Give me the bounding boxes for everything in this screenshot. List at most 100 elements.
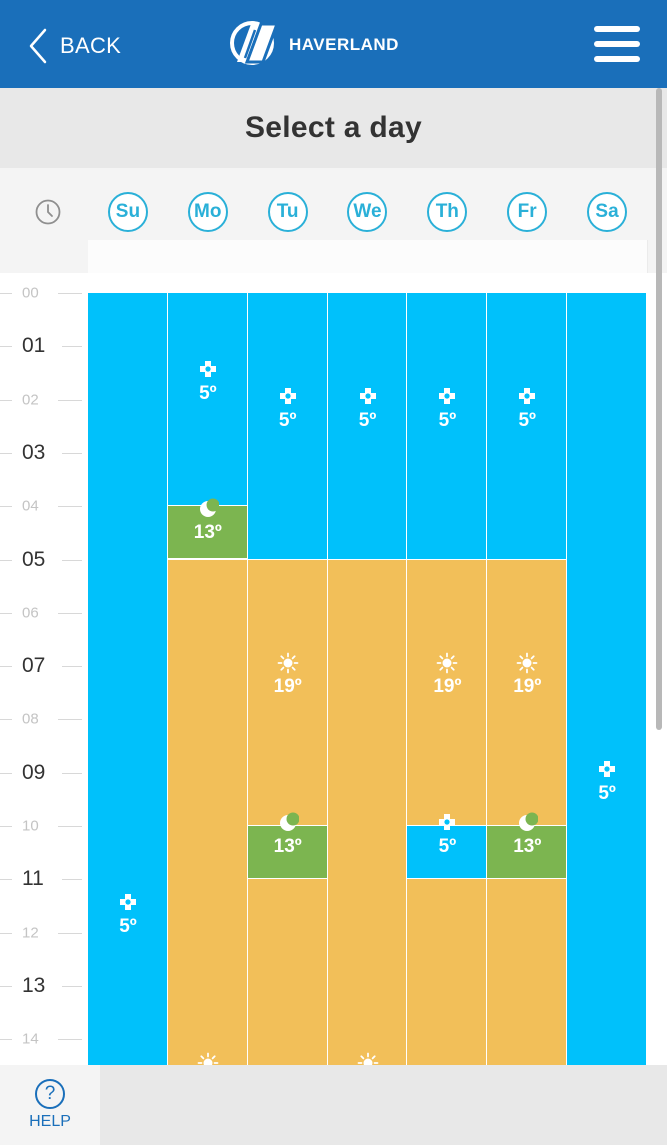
temperature-value: 5º xyxy=(119,915,137,937)
day-header: Su Mo Tu We Th Fr Sa xyxy=(0,168,667,273)
day-we-cell: We xyxy=(328,168,408,256)
hour-tick xyxy=(0,452,12,454)
chevron-left-icon xyxy=(28,28,48,64)
schedule-block-label: 5º xyxy=(168,359,248,405)
temperature-value: 19º xyxy=(433,676,462,698)
hour-label: 03 xyxy=(22,440,46,464)
scrollbar[interactable] xyxy=(656,88,662,730)
day-tu-cell: Tu xyxy=(248,168,328,256)
brand: HAVERLAND xyxy=(225,20,399,70)
day-tu-button[interactable]: Tu xyxy=(267,192,308,232)
schedule-block-label: 5º xyxy=(88,892,168,938)
schedule-block-mo-comfort[interactable] xyxy=(167,559,248,1065)
hour-tick xyxy=(62,985,82,987)
day-fr-cell: Fr xyxy=(487,168,567,256)
schedule-block-th-antifreeze[interactable] xyxy=(407,826,488,880)
schedule-block-tu-comfort[interactable] xyxy=(247,879,328,1065)
hamburger-menu-icon[interactable] xyxy=(594,26,642,64)
hour-tick xyxy=(62,452,82,454)
temperature-value: 5º xyxy=(438,836,457,857)
day-th-button[interactable]: Th xyxy=(427,192,468,232)
back-button[interactable]: BACK xyxy=(28,26,121,66)
schedule-block-su-antifreeze[interactable] xyxy=(88,293,168,1065)
hour-tick xyxy=(0,506,12,508)
hour-tick xyxy=(0,1039,12,1041)
hour-tick xyxy=(58,826,82,827)
back-label: BACK xyxy=(60,33,122,58)
day-mo-cell: Mo xyxy=(168,168,248,256)
hour-label: 00 xyxy=(22,284,39,302)
sun-icon xyxy=(436,652,458,674)
moon-icon xyxy=(516,812,539,834)
schedule-block-mo-antifreeze[interactable] xyxy=(167,293,248,507)
temperature-value: 19º xyxy=(513,676,542,698)
schedule-block-label: 19º xyxy=(168,1052,248,1065)
hour-label: 14 xyxy=(22,1030,39,1048)
temperature-value: 13º xyxy=(193,521,222,543)
hour-tick xyxy=(62,772,82,774)
schedule-block-label: 19º xyxy=(248,652,328,698)
schedule-block-tu-antifreeze[interactable] xyxy=(247,293,328,560)
schedule-block-we-comfort[interactable] xyxy=(327,559,408,1065)
hour-label: 04 xyxy=(22,497,39,515)
snowflake-icon xyxy=(197,359,219,381)
hour-label: 09 xyxy=(22,760,46,784)
brand-name: HAVERLAND xyxy=(289,35,399,54)
schedule-block-label: 19º xyxy=(407,652,487,698)
schedule-block-sa-antifreeze[interactable] xyxy=(567,293,647,1065)
schedule-block-th-antifreeze[interactable] xyxy=(407,293,488,560)
day-fr-button[interactable]: Fr xyxy=(507,192,548,232)
question-circle-icon: ? xyxy=(35,1079,65,1109)
hour-tick xyxy=(58,612,82,614)
schedule-block-th-comfort[interactable] xyxy=(407,879,488,1065)
temperature-value: 5º xyxy=(278,409,297,431)
hour-tick xyxy=(0,293,12,294)
schedule-block-we-antifreeze[interactable] xyxy=(327,293,408,560)
day-strip xyxy=(327,240,409,273)
hour-label: 11 xyxy=(22,867,44,891)
hour-tick xyxy=(0,612,12,614)
hour-tick xyxy=(62,879,82,881)
day-strip xyxy=(407,240,489,273)
hour-label: 12 xyxy=(22,924,39,942)
hour-tick xyxy=(58,1039,82,1041)
schedule-block-label: 5º xyxy=(328,386,408,432)
hour-tick xyxy=(0,719,12,721)
schedule-block-tu-eco[interactable] xyxy=(247,826,328,880)
snowflake-icon xyxy=(277,386,299,408)
hour-label: 13 xyxy=(22,973,46,997)
schedule-block-label: 5º xyxy=(567,759,647,805)
schedule-block-label: 13º xyxy=(168,498,248,544)
day-sa-button[interactable]: Sa xyxy=(587,192,628,232)
schedule-block-th-comfort[interactable] xyxy=(407,559,488,826)
schedule-block-fr-antifreeze[interactable] xyxy=(487,293,568,560)
temperature-value: 13º xyxy=(513,836,542,857)
help-button[interactable]: ? HELP xyxy=(0,1065,100,1145)
schedule-block-label: 19º xyxy=(328,1052,408,1065)
day-we-button[interactable]: We xyxy=(347,192,388,232)
clock-icon xyxy=(10,168,85,256)
hour-label: 05 xyxy=(22,547,46,571)
day-su-cell: Su xyxy=(88,168,168,256)
hour-tick xyxy=(0,666,12,668)
schedule-block-fr-comfort[interactable] xyxy=(487,879,568,1065)
schedule-block-fr-comfort[interactable] xyxy=(487,559,568,826)
snowflake-icon xyxy=(516,386,538,408)
hour-tick xyxy=(0,399,12,401)
hour-tick xyxy=(62,559,82,561)
sun-icon xyxy=(277,652,299,674)
bottom-bar: ? HELP xyxy=(0,1065,667,1145)
day-strip xyxy=(88,240,169,273)
hour-tick xyxy=(0,879,12,881)
schedule-block-label: 5º xyxy=(407,386,487,432)
day-mo-button[interactable]: Mo xyxy=(187,192,228,232)
day-su-button[interactable]: Su xyxy=(107,192,148,232)
hour-label: 08 xyxy=(22,710,39,728)
sun-icon xyxy=(197,1052,219,1065)
temperature-value: 5º xyxy=(598,782,616,804)
snowflake-icon xyxy=(436,386,458,408)
temperature-value: 5º xyxy=(438,409,457,431)
schedule-block-tu-comfort[interactable] xyxy=(247,559,328,826)
schedule-block-fr-eco[interactable] xyxy=(487,826,568,880)
hour-tick xyxy=(58,719,82,721)
